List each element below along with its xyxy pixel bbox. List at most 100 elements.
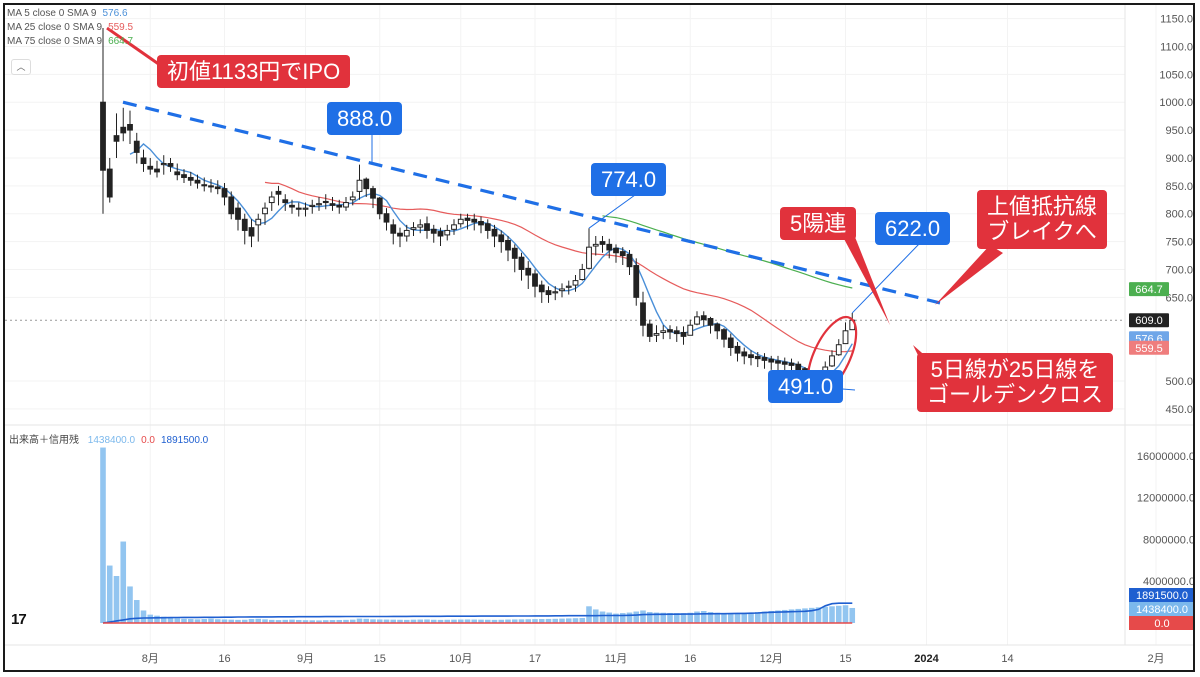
chart-frame: 1150.0 1100.0 1050.0 1000.0 950.0 900.0 850.0 8…	[3, 3, 1195, 672]
candle	[775, 355, 781, 371]
candle-body	[761, 357, 768, 361]
volume-bar	[781, 609, 788, 623]
price-chart[interactable]: 1150.0 1100.0 1050.0 1000.0 950.0 900.0 850.0 8…	[5, 5, 1195, 672]
volume-bar	[410, 619, 417, 623]
candle	[295, 202, 302, 217]
candle	[613, 244, 619, 263]
candle	[167, 157, 174, 172]
volume-bar	[127, 586, 133, 623]
collapse-legend-button[interactable]: ︿	[11, 59, 31, 75]
volume-tick-label: 12000000.0	[1137, 493, 1195, 505]
candle-body	[700, 315, 707, 321]
candle-body	[214, 186, 221, 190]
candle-body	[491, 228, 498, 237]
candle-body	[842, 330, 849, 345]
ma5-line	[129, 143, 853, 377]
candle	[376, 196, 383, 220]
candle-body	[322, 200, 329, 204]
volume-bar	[599, 611, 606, 623]
ma-legend-label: MA 25 close 0 SMA 9	[7, 22, 103, 33]
candle	[127, 110, 133, 145]
price-tick-label: 950.0	[1165, 125, 1193, 137]
candle-body	[235, 207, 241, 220]
volume-bar	[511, 619, 518, 623]
candle	[491, 224, 498, 248]
candle-body	[370, 188, 376, 199]
candle	[714, 322, 721, 340]
price-tick-label: 1050.0	[1159, 69, 1193, 81]
candle-body	[154, 168, 160, 173]
volume-bar	[626, 612, 633, 623]
price-badge-label: 609.0	[1135, 315, 1163, 327]
candle	[262, 202, 268, 225]
price-tick-label: 800.0	[1165, 209, 1193, 221]
candle	[403, 224, 410, 242]
candle-body	[174, 171, 181, 176]
candle	[592, 236, 599, 256]
ma-legend-value: 559.5	[108, 22, 134, 33]
candle-body	[349, 196, 356, 201]
volume-bar	[167, 617, 174, 623]
candle	[694, 311, 700, 326]
candle-body	[295, 207, 302, 210]
candle-body	[451, 224, 457, 230]
candle	[228, 191, 235, 220]
candle	[100, 28, 106, 214]
tradingview-logo-icon[interactable]: 17	[11, 611, 27, 628]
candle-body	[633, 265, 640, 298]
volume-bar	[727, 613, 734, 623]
time-tick-label: 15	[839, 653, 851, 665]
candle-body	[721, 329, 727, 340]
candle	[106, 157, 113, 203]
ma-legend-item: MA 75 close 0 SMA 9 664.7	[7, 36, 133, 47]
volume-bar	[748, 612, 754, 623]
volume-bar	[572, 618, 579, 623]
volume-bar	[390, 619, 397, 623]
price-badge-bg	[1129, 313, 1169, 328]
volume-bar	[484, 619, 491, 623]
ma-legend-label: MA 75 close 0 SMA 9	[7, 36, 103, 47]
volume-bar	[552, 618, 559, 623]
volume-bar	[633, 611, 640, 623]
candle	[430, 224, 437, 243]
volume-bar	[255, 618, 262, 623]
candle-body	[680, 331, 687, 337]
time-tick-label: 2月	[1147, 653, 1164, 665]
volume-bar	[619, 613, 626, 623]
candle-body	[113, 135, 120, 142]
candle-body	[390, 224, 397, 234]
candle	[397, 227, 403, 248]
candle	[424, 216, 430, 239]
candle	[349, 191, 356, 206]
price-tick-label: 700.0	[1165, 264, 1193, 276]
candle	[633, 258, 640, 306]
volume-badge: 1891500.0	[1129, 588, 1193, 602]
candle	[302, 202, 309, 217]
candle-body	[734, 345, 741, 354]
candle-body	[538, 284, 545, 293]
candle	[248, 219, 255, 248]
candle-body	[228, 196, 235, 215]
volume-bar	[316, 620, 322, 623]
volume-bar	[343, 619, 349, 623]
candle	[748, 350, 754, 366]
candle-body	[187, 176, 194, 181]
volume-badge-label: 1891500.0	[1136, 590, 1188, 602]
candle	[842, 322, 849, 345]
candle-body	[181, 174, 187, 178]
candle	[640, 291, 646, 337]
volume-badge-label: 1438400.0	[1136, 604, 1188, 616]
volume-bar	[835, 605, 842, 623]
candle	[721, 328, 727, 348]
time-tick-label: 17	[529, 653, 541, 665]
candle-body	[741, 351, 748, 357]
price-badge-bg	[1129, 340, 1169, 355]
time-tick-label: 11月	[605, 653, 627, 665]
candle-body	[140, 157, 147, 165]
volume-bar	[559, 618, 565, 623]
candle-body	[275, 190, 282, 195]
candle	[120, 107, 127, 142]
price-badge-label: 559.5	[1135, 343, 1163, 355]
volume-bar	[694, 611, 700, 623]
volume-bar	[586, 606, 592, 623]
